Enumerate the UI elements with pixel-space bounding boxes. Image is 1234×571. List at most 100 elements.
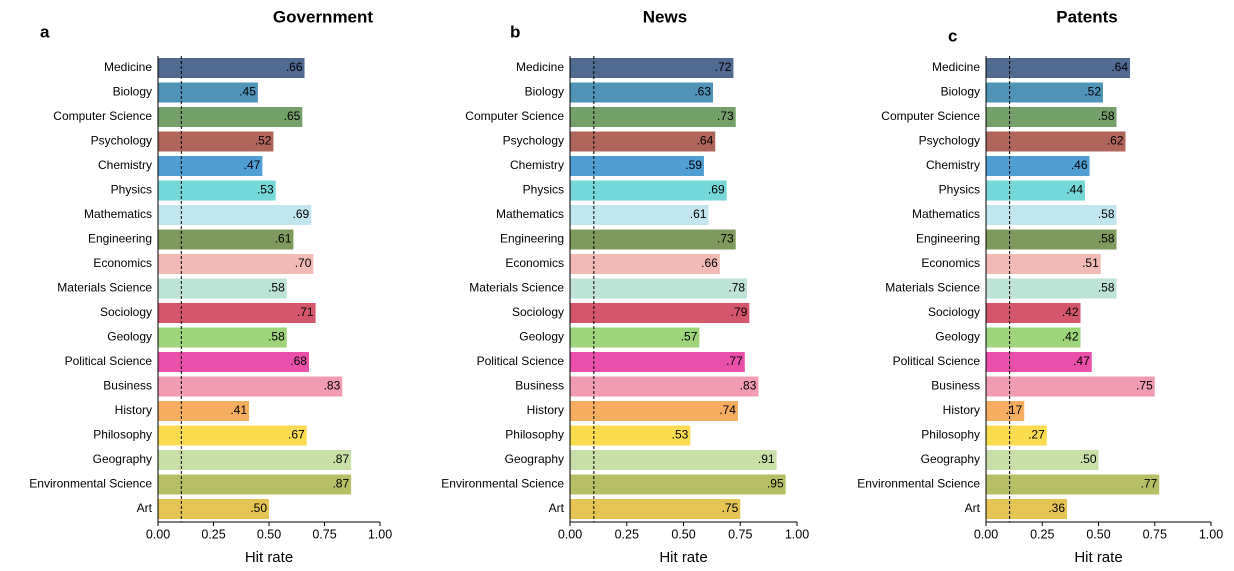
bar	[986, 376, 1155, 397]
x-tick-label: 0.25	[1030, 527, 1054, 541]
category-label: Economics	[505, 256, 564, 270]
x-tick-label: 0.50	[257, 527, 281, 541]
value-label: .53	[257, 183, 274, 197]
value-label: .42	[1062, 305, 1079, 319]
bar	[570, 58, 734, 78]
bar	[158, 156, 263, 176]
bar	[986, 107, 1117, 127]
value-label: .50	[1080, 452, 1097, 466]
bar	[570, 303, 750, 323]
value-label: .72	[715, 60, 732, 74]
value-label: .64	[1111, 60, 1128, 74]
bar	[986, 278, 1117, 299]
value-label: .73	[717, 109, 734, 123]
category-label: History	[943, 403, 980, 417]
value-label: .73	[717, 232, 734, 246]
category-label: Economics	[93, 256, 152, 270]
category-label: Mathematics	[496, 207, 564, 221]
category-label: Business	[103, 379, 152, 393]
category-label: Art	[549, 501, 565, 515]
bar	[570, 352, 745, 372]
value-label: .17	[1006, 403, 1023, 417]
bar	[986, 352, 1092, 372]
category-label: Biology	[113, 85, 152, 99]
bar	[570, 254, 720, 274]
category-label: Geology	[935, 330, 980, 344]
category-label: Medicine	[104, 60, 152, 74]
bar	[986, 254, 1101, 274]
category-label: Political Science	[477, 354, 565, 368]
chart-title: Patents	[1056, 7, 1117, 26]
category-label: Geography	[505, 452, 564, 466]
category-label: Chemistry	[98, 158, 152, 172]
bar	[986, 425, 1047, 446]
chart-title: News	[643, 7, 687, 26]
bar	[158, 425, 307, 446]
category-label: Computer Science	[53, 109, 152, 123]
bar	[570, 376, 759, 397]
bar	[158, 303, 316, 323]
bar	[986, 58, 1130, 78]
value-label: .83	[324, 379, 341, 393]
category-label: Philosophy	[505, 428, 564, 442]
value-label: .53	[672, 428, 689, 442]
value-label: .58	[268, 330, 285, 344]
value-label: .64	[697, 134, 714, 148]
bar	[570, 229, 736, 250]
bar	[986, 180, 1085, 201]
bar	[570, 499, 741, 519]
value-label: .58	[1098, 207, 1115, 221]
value-label: .47	[1073, 354, 1090, 368]
bar	[570, 82, 714, 103]
value-label: .47	[244, 158, 261, 172]
bar	[158, 58, 305, 78]
category-label: Environmental Science	[29, 477, 152, 491]
x-tick-label: 1.00	[368, 527, 392, 541]
bar	[986, 401, 1025, 421]
category-label: Geography	[93, 452, 152, 466]
bar	[570, 327, 700, 348]
value-label: .52	[255, 134, 272, 148]
category-label: Philosophy	[921, 428, 980, 442]
bar	[986, 229, 1117, 250]
x-tick-label: 0.00	[974, 527, 998, 541]
value-label: .51	[1082, 256, 1099, 270]
category-label: Engineering	[500, 232, 564, 246]
bar	[986, 131, 1126, 152]
category-label: Environmental Science	[441, 477, 564, 491]
category-label: Sociology	[512, 305, 564, 319]
category-label: Engineering	[88, 232, 152, 246]
bar	[158, 376, 343, 397]
category-label: Geology	[519, 330, 564, 344]
category-label: History	[115, 403, 152, 417]
bar	[158, 180, 276, 201]
value-label: .77	[1141, 477, 1158, 491]
category-label: Computer Science	[465, 109, 564, 123]
category-label: Materials Science	[57, 281, 152, 295]
value-label: .58	[1098, 232, 1115, 246]
x-tick-label: 0.25	[615, 527, 639, 541]
value-label: .42	[1062, 330, 1079, 344]
value-label: .66	[701, 256, 718, 270]
x-axis-label: Hit rate	[659, 549, 707, 566]
category-label: Physics	[111, 183, 152, 197]
value-label: .57	[681, 330, 698, 344]
value-label: .61	[690, 207, 707, 221]
category-label: Geology	[107, 330, 152, 344]
bar	[158, 107, 303, 127]
category-label: Medicine	[932, 60, 980, 74]
x-tick-label: 0.25	[201, 527, 225, 541]
category-label: Materials Science	[469, 281, 564, 295]
chart-title: Government	[273, 7, 373, 26]
bar	[158, 352, 309, 372]
bar	[570, 474, 786, 495]
category-label: Business	[931, 379, 980, 393]
bar	[158, 401, 250, 421]
x-tick-label: 0.75	[312, 527, 336, 541]
bar	[986, 450, 1099, 470]
category-label: Sociology	[100, 305, 152, 319]
value-label: .65	[284, 109, 301, 123]
panel-label: a	[40, 22, 50, 41]
value-label: .67	[288, 428, 305, 442]
bar	[158, 450, 352, 470]
